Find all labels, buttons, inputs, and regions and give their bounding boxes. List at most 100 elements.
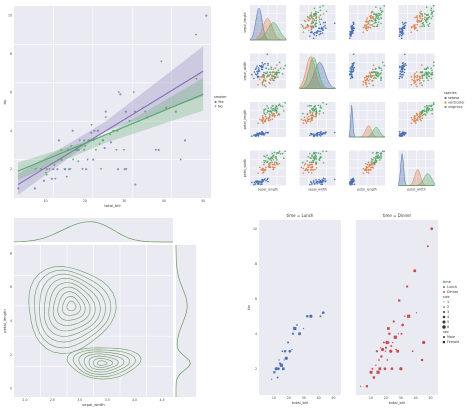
scatter-point-versicolor xyxy=(419,76,421,78)
scatter-point-setosa xyxy=(324,24,326,27)
scatter-point-virginica xyxy=(376,155,379,157)
y-axis-label: petal_length xyxy=(2,309,7,333)
scatter-point-virginica xyxy=(272,109,274,112)
scatter-point-setosa xyxy=(320,26,323,29)
scatter-point-setosa xyxy=(256,70,258,73)
scatter-point-virginica xyxy=(381,150,384,153)
scatter-point-setosa xyxy=(259,183,262,185)
scatter-point-versicolor xyxy=(268,81,270,84)
scatter-point-virginica xyxy=(317,152,320,154)
scatter-point-virginica xyxy=(373,13,375,15)
scatter-point-setosa xyxy=(312,37,315,40)
scatter-point-setosa xyxy=(257,182,259,185)
scatter-point-virginica xyxy=(431,107,434,110)
scatter-point-virginica xyxy=(310,117,313,119)
data-point xyxy=(392,341,394,344)
scatter-point-virginica xyxy=(426,18,428,20)
scatter-point-virginica xyxy=(273,161,276,164)
scatter-point-virginica xyxy=(311,155,313,157)
data-point-No xyxy=(69,168,72,171)
scatter-point-virginica xyxy=(426,112,428,114)
scatter-point-virginica xyxy=(375,67,377,70)
data-point-Yes xyxy=(45,168,48,171)
legend-marker xyxy=(214,100,217,104)
scatter-point-versicolor xyxy=(416,113,418,115)
scatter-point-setosa xyxy=(351,24,354,27)
legend-marker xyxy=(444,105,447,109)
data-point xyxy=(378,359,380,361)
scatter-point-setosa xyxy=(400,30,403,33)
scatter-point-versicolor xyxy=(258,78,261,81)
scatter-point-virginica xyxy=(427,23,429,26)
kde-curve-versicolor xyxy=(249,18,287,41)
scatter-point-virginica xyxy=(275,109,278,112)
scatter-point-virginica xyxy=(315,11,317,13)
scatter-point-versicolor xyxy=(424,16,426,19)
scatter-point-setosa xyxy=(318,131,320,134)
scatter-point-setosa xyxy=(262,132,265,134)
scatter-point-versicolor xyxy=(414,75,416,78)
scatter-point-setosa xyxy=(352,23,355,26)
scatter-point-versicolor xyxy=(365,171,368,174)
kde-contour xyxy=(48,282,96,332)
scatter-point-virginica xyxy=(383,5,386,7)
scatter-point-virginica xyxy=(425,71,428,74)
scatter-point-virginica xyxy=(319,105,322,107)
scatter-point-virginica xyxy=(315,19,318,22)
scatter-point-setosa xyxy=(351,76,354,79)
data-point-No xyxy=(39,168,42,171)
regression-line-Yes xyxy=(17,70,204,186)
data-point-Yes xyxy=(205,14,208,17)
scatter-point-virginica xyxy=(377,151,379,154)
scatter-point-versicolor xyxy=(307,29,310,32)
iris-joint-kde-plot: 2.0 2.5 3.0 3.5 4.0 4.5 0 2 4 6 8 sepal_width petal_… xyxy=(2,218,196,407)
data-point xyxy=(278,359,280,361)
scatter-point-virginica xyxy=(267,157,270,159)
scatter-point-setosa xyxy=(350,70,353,72)
scatter-point-versicolor xyxy=(369,71,371,74)
scatter-point-versicolor xyxy=(413,26,415,28)
scatter-point-setosa xyxy=(402,64,404,67)
scatter-point-versicolor xyxy=(311,165,314,168)
scatter-point-virginica xyxy=(427,67,429,69)
data-point-No xyxy=(154,149,158,152)
scatter-point-versicolor xyxy=(312,169,315,171)
scatter-point-virginica xyxy=(263,112,266,115)
scatter-point-versicolor xyxy=(416,79,419,82)
scatter-point-setosa xyxy=(309,132,312,135)
scatter-point-virginica xyxy=(269,73,272,75)
scatter-point-versicolor xyxy=(368,82,371,85)
scatter-point-setosa xyxy=(349,73,351,76)
scatter-point-setosa xyxy=(322,29,324,32)
scatter-point-versicolor xyxy=(305,27,307,29)
scatter-point-setosa xyxy=(321,32,324,34)
data-point xyxy=(281,350,284,353)
scatter-point-versicolor xyxy=(366,77,369,80)
data-point xyxy=(415,312,418,314)
scatter-point-virginica xyxy=(319,9,322,12)
data-point-No xyxy=(86,158,89,161)
scatter-point-virginica xyxy=(272,105,274,107)
scatter-point-virginica xyxy=(375,16,377,19)
scatter-point-virginica xyxy=(422,80,425,82)
scatter-point-setosa xyxy=(353,66,356,69)
data-point xyxy=(372,376,376,379)
scatter-point-setosa xyxy=(316,180,319,183)
scatter-point-virginica xyxy=(380,13,382,16)
scatter-point-virginica xyxy=(309,18,311,20)
scatter-point-setosa xyxy=(403,27,406,29)
scatter-point-virginica xyxy=(273,151,276,154)
scatter-point-virginica xyxy=(266,74,269,77)
scatter-point-versicolor xyxy=(369,163,371,165)
scatter-point-virginica xyxy=(427,79,429,81)
scatter-point-versicolor xyxy=(258,166,261,169)
scatter-point-setosa xyxy=(318,30,320,33)
scatter-point-setosa xyxy=(400,67,403,69)
data-point-Yes xyxy=(92,158,95,161)
scatter-point-virginica xyxy=(264,156,267,158)
scatter-point-setosa xyxy=(400,135,403,137)
scatter-point-versicolor xyxy=(410,122,413,124)
scatter-point-virginica xyxy=(264,108,267,110)
scatter-point-versicolor xyxy=(364,81,366,84)
scatter-point-virginica xyxy=(276,73,278,75)
